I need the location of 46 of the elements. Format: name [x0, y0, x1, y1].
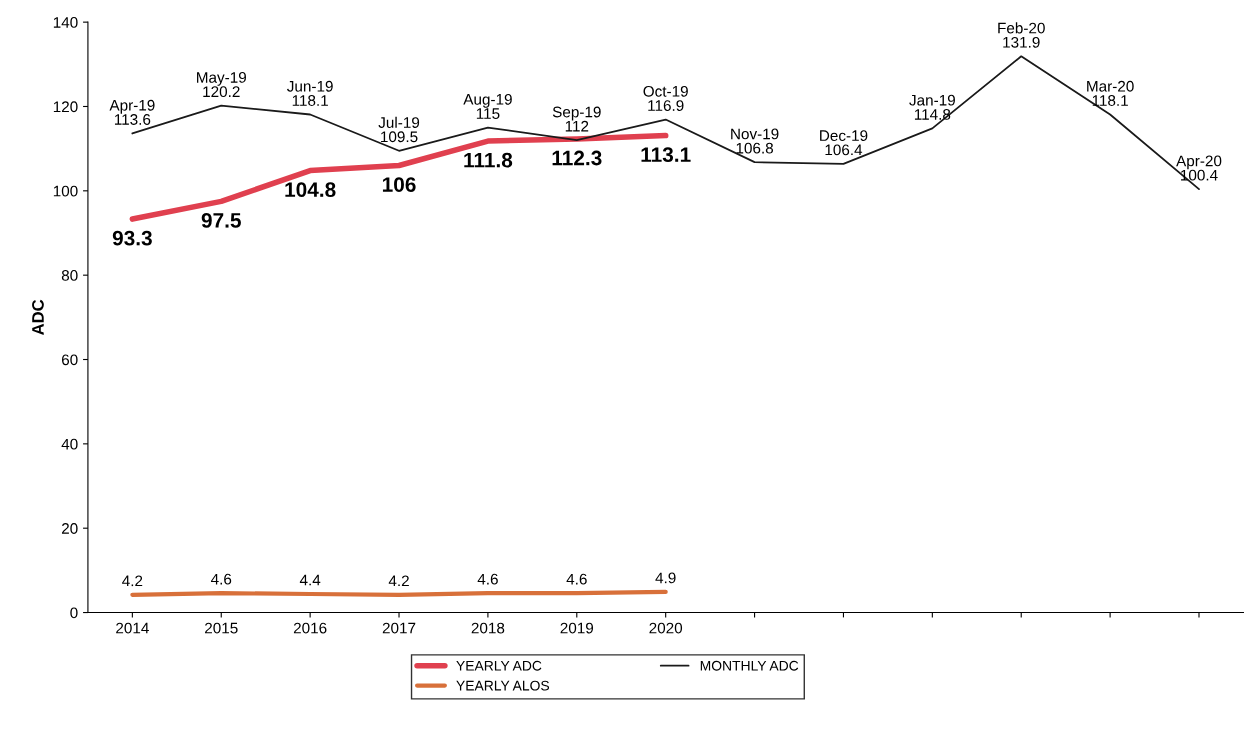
data-label: Mar-20 118.1	[1087, 80, 1134, 106]
data-label: May-19 120.2	[197, 72, 246, 98]
data-label: Dec-19 106.4	[820, 130, 868, 156]
data-label: 104.8	[285, 182, 336, 197]
data-label: 4.2	[388, 575, 409, 587]
data-label: Apr-19 113.6	[109, 99, 155, 125]
data-label: Sep-19 112	[552, 106, 601, 132]
y-tick-label: 60	[61, 354, 78, 366]
data-label: 111.8	[464, 152, 513, 168]
y-tick-label: 120	[53, 101, 78, 113]
data-label: 97.5	[201, 213, 241, 228]
x-tick-label: 2018	[471, 622, 505, 634]
data-label: 106	[382, 177, 416, 192]
data-label: Nov-19 106.8	[731, 128, 779, 154]
data-label: 112.3	[552, 150, 602, 166]
y-tick-label: 100	[53, 185, 78, 197]
y-tick-label: 80	[61, 270, 78, 281]
x-tick-label: 2019	[560, 622, 594, 634]
data-label: 4.6	[210, 573, 232, 585]
data-label: 4.4	[299, 574, 321, 586]
data-label: 4.6	[477, 573, 498, 585]
data-label: Apr-20 100.4	[1176, 155, 1222, 181]
data-label: Oct-19 116.9	[643, 85, 688, 111]
y-tick-label: 140	[53, 17, 78, 28]
y-tick-label: 0	[70, 607, 78, 619]
x-tick-label: 2014	[116, 622, 149, 634]
data-label: Jul-19 109.5	[378, 116, 420, 143]
data-label: 4.9	[655, 572, 676, 584]
data-label: 93.3	[112, 230, 152, 246]
data-label: 4.2	[122, 575, 143, 587]
x-tick-label: 2020	[649, 622, 683, 634]
y-tick-label: 40	[61, 438, 78, 450]
y-tick-label: 20	[61, 523, 78, 534]
legend-label: YEARLY ADC	[456, 660, 542, 671]
x-tick-label: 2015	[205, 622, 238, 634]
data-label: Feb-20 131.9	[998, 22, 1045, 48]
data-label: 4.6	[566, 573, 587, 585]
legend-label: YEARLY ALOS	[456, 680, 550, 691]
data-label: Aug-19 115	[463, 93, 512, 119]
y-axis-title: ADC	[32, 299, 44, 335]
data-label: 113.1	[641, 147, 691, 163]
data-label: Jan-19 114.8	[909, 94, 955, 120]
x-tick-label: 2016	[293, 622, 327, 634]
legend-label: MONTHLY ADC	[700, 660, 799, 671]
data-label: Jun-19 118.1	[287, 80, 333, 106]
x-tick-label: 2017	[382, 622, 416, 634]
